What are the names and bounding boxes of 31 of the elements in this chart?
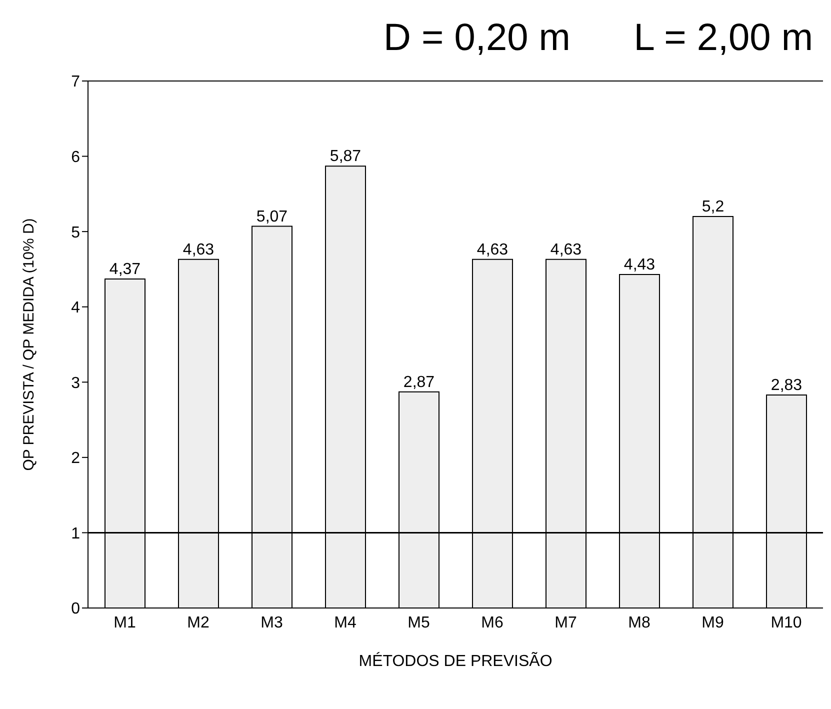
x-tick-label: M2 [187, 614, 210, 632]
x-tick-label: M7 [554, 614, 577, 632]
x-tick-label: M9 [702, 614, 724, 632]
y-tick-label: 4 [71, 300, 80, 317]
x-tick-label: M6 [481, 614, 504, 632]
y-tick-label: 2 [71, 450, 80, 468]
x-tick-label: M5 [408, 614, 430, 632]
x-axis-title: MÉTODOS DE PREVISÃO [358, 651, 552, 670]
y-tick-label: 1 [71, 525, 80, 542]
data-label: 4,43 [624, 256, 656, 274]
chart-title: D = 0,20 m L = 2,00 m [382, 16, 814, 61]
y-tick-label: 3 [71, 374, 80, 392]
x-tick-label: M10 [770, 614, 802, 632]
y-tick-label: 6 [71, 148, 80, 166]
data-label: 5,2 [702, 198, 724, 216]
data-label: 4,63 [182, 241, 214, 258]
data-label: 4,37 [109, 261, 141, 278]
x-tick-label: M8 [628, 614, 650, 632]
data-label: 4,63 [550, 241, 582, 258]
x-tick-label: M4 [334, 614, 356, 632]
data-label: 2,87 [403, 374, 435, 391]
data-label: 2,83 [770, 376, 802, 394]
x-tick-label: M3 [260, 614, 283, 632]
x-tick-label: M1 [114, 614, 136, 632]
y-axis-title: QP PREVISTA / QP MEDIDA (10% D) [20, 218, 38, 471]
data-label: 4,63 [476, 241, 508, 258]
y-tick-label: 0 [71, 600, 80, 618]
data-label: 5,07 [256, 208, 288, 226]
y-tick-label: 5 [71, 224, 80, 242]
data-label: 5,87 [330, 148, 362, 166]
y-tick-label: 7 [71, 74, 80, 91]
